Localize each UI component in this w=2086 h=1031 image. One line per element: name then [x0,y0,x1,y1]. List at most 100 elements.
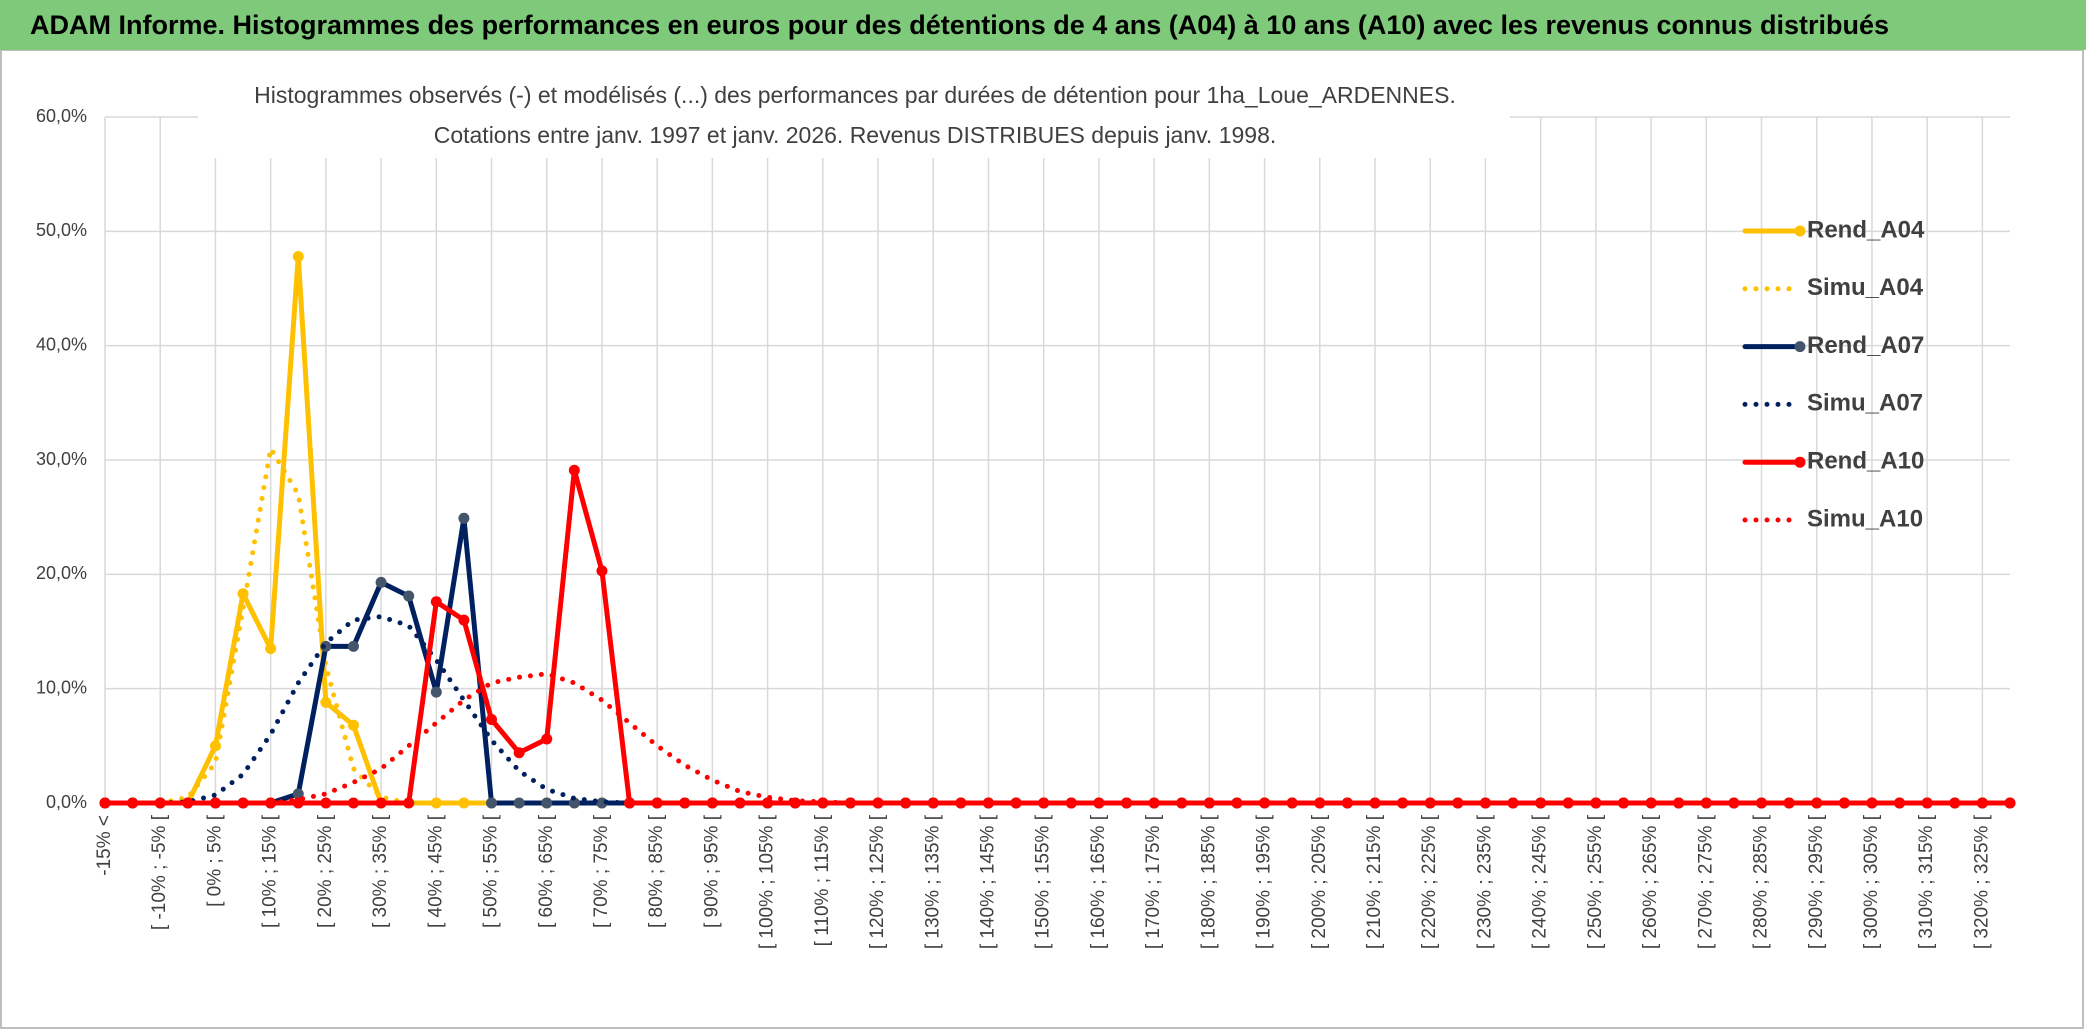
data-point [706,797,718,809]
data-point [844,797,856,809]
x-tick-label: [ 30% ; 35% [ [370,814,391,928]
legend-label: Simu_A04 [1807,274,1924,301]
legend-label: Simu_A10 [1807,505,1923,532]
data-point [182,797,194,809]
x-tick-label: [ 130% ; 135% [ [922,814,943,949]
x-tick-label: [ 270% ; 275% [ [1695,814,1716,949]
legend-label: Rend_A10 [1807,448,1924,475]
data-point [513,797,525,809]
x-tick-label: [ 210% ; 215% [ [1364,814,1385,949]
x-tick-label: [ 170% ; 175% [ [1143,814,1164,949]
data-point [1231,797,1243,809]
x-tick-label: [ 120% ; 125% [ [867,814,888,949]
data-point [679,797,691,809]
data-point [347,719,359,731]
data-point [1838,797,1850,809]
data-point [320,797,332,809]
data-point [1507,797,1519,809]
x-tick-label: [ 110% ; 115% [ [812,814,833,946]
data-point [1010,797,1022,809]
data-point [1562,797,1574,809]
data-point [568,464,580,476]
data-point [292,250,304,262]
data-point [513,747,525,759]
header-bar [0,0,2086,50]
data-point [762,797,774,809]
x-tick-label: [ 300% ; 305% [ [1861,814,1882,949]
data-point [1673,797,1685,809]
data-point [1397,797,1409,809]
y-tick-label: 30,0% [36,449,87,469]
data-point [596,565,608,577]
data-point [955,797,967,809]
data-point [1286,797,1298,809]
x-tick-label: [ 280% ; 285% [ [1751,814,1772,949]
data-point [1866,797,1878,809]
y-tick-label: 60,0% [36,106,87,126]
data-point [1617,797,1629,809]
chart-subtitle: Cotations entre janv. 1997 et janv. 2026… [434,122,1277,148]
data-point [734,797,746,809]
y-tick-label: 0,0% [46,792,87,812]
data-point [347,640,359,652]
data-point [568,797,580,809]
data-point [1452,797,1464,809]
data-point [403,590,415,602]
x-tick-label: [ 180% ; 185% [ [1198,814,1219,949]
legend-marker [1794,341,1806,353]
data-point [1065,797,1077,809]
series-line [102,671,2013,806]
x-tick-label: [ 190% ; 195% [ [1254,814,1275,949]
data-point [1121,797,1133,809]
data-point [458,512,470,524]
x-tick-label: [ 160% ; 165% [ [1088,814,1109,949]
data-point [541,733,553,745]
header-title: ADAM Informe. Histogrammes des performan… [30,10,1889,40]
x-tick-label: [ 310% ; 315% [ [1916,814,1937,949]
data-point [1176,797,1188,809]
x-tick-label: [ 200% ; 205% [ [1309,814,1330,949]
legend-label: Rend_A07 [1807,332,1924,359]
data-point [2004,797,2016,809]
x-tick-label: [ 10% ; 15% [ [260,814,281,928]
data-point [292,788,304,800]
data-point [624,797,636,809]
data-point [458,614,470,626]
x-tick-label: [ 50% ; 55% [ [481,814,502,928]
x-tick-label: [ 320% ; 325% [ [1971,814,1992,949]
x-tick-label: [ 70% ; 75% [ [591,814,612,928]
x-tick-label: [ 20% ; 25% [ [315,814,336,928]
data-point [486,797,498,809]
data-point [347,797,359,809]
data-point [430,797,442,809]
data-point [1949,797,1961,809]
x-tick-label: [ 140% ; 145% [ [977,814,998,949]
data-point [900,797,912,809]
x-tick-label: [ 220% ; 225% [ [1419,814,1440,949]
legend: Rend_A04 Simu_A04 Rend_A07 Simu_A07 Rend_A10… [1742,216,1925,532]
x-tick-label: [ 150% ; 155% [ [1033,814,1054,949]
title-background [198,78,1510,158]
data-point [375,797,387,809]
data-point [1783,797,1795,809]
x-tick-label: [ 90% ; 95% [ [701,814,722,928]
x-tick-label: [ 40% ; 45% [ [425,814,446,928]
data-point [320,696,332,708]
legend-marker [1794,456,1806,468]
data-point [1894,797,1906,809]
legend-label: Simu_A07 [1807,390,1923,417]
x-tick-label: [ 240% ; 245% [ [1530,814,1551,949]
data-point [237,797,249,809]
data-point [1976,797,1988,809]
data-point [403,797,415,809]
y-tick-label: 20,0% [36,563,87,583]
y-tick-label: 10,0% [36,677,87,697]
data-point [430,596,442,608]
x-tick-label: [ 100% ; 105% [ [757,814,778,949]
x-tick-label: [ 290% ; 295% [ [1806,814,1827,949]
data-point [486,714,498,726]
data-point [265,643,277,655]
chart-title: Histogrammes observés (-) et modélisés (… [254,82,1456,108]
data-point [651,797,663,809]
